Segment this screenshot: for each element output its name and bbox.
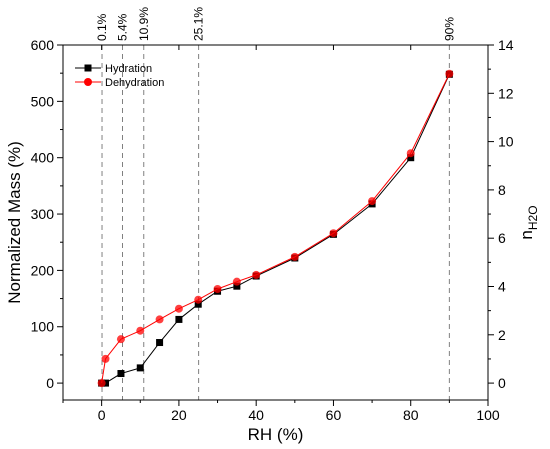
data-point <box>136 326 145 335</box>
y-tick-label: 300 <box>31 206 55 222</box>
data-point <box>175 315 183 323</box>
series-dehydration <box>97 69 454 388</box>
y2-tick-label: 10 <box>498 134 514 150</box>
legend-marker <box>84 64 92 72</box>
legend-marker <box>84 78 92 86</box>
y-axis-right: 0 2 4 6 8 10 12 14 <box>488 37 514 391</box>
plot-frame <box>62 44 489 401</box>
legend: Hydration Dehydration <box>75 63 164 89</box>
data-point <box>213 284 222 293</box>
y2-tick-label: 6 <box>498 230 506 246</box>
reference-line-label: 90% <box>442 17 456 41</box>
y2-axis-title-sub: H2O <box>526 205 540 230</box>
x-tick-label: 40 <box>248 407 264 423</box>
legend-label: Hydration <box>105 63 152 75</box>
x-tick-label: 80 <box>403 407 419 423</box>
y2-tick-label: 14 <box>498 37 514 53</box>
reference-line-label: 0.1% <box>95 13 109 41</box>
data-point <box>290 252 299 261</box>
data-point <box>252 270 261 279</box>
x-tick-label: 100 <box>476 407 500 423</box>
y-tick-label: 0 <box>46 375 54 391</box>
reference-lines: 0.1% 5.4% 10.9% 25.1% 90% <box>95 7 456 400</box>
data-point <box>445 69 454 78</box>
y2-axis-title-main: n <box>517 230 536 239</box>
y-axis-left: 0 100 200 300 400 500 600 <box>31 37 63 391</box>
x-axis-title: RH (%) <box>248 425 304 444</box>
data-point <box>233 282 241 290</box>
y2-tick-label: 12 <box>498 85 514 101</box>
x-tick-label: 0 <box>98 407 106 423</box>
series-line <box>101 74 450 384</box>
legend-item: Hydration <box>75 63 152 75</box>
y2-tick-label: 8 <box>498 182 506 198</box>
reference-line-label: 10.9% <box>137 7 151 41</box>
data-point <box>117 370 125 378</box>
data-point <box>406 149 415 158</box>
data-point <box>101 354 110 363</box>
x-axis: 0 20 40 60 80 100 <box>62 45 500 423</box>
y2-tick-label: 2 <box>498 327 506 343</box>
y2-axis-title: nH2O <box>517 205 540 239</box>
y-tick-label: 100 <box>31 319 55 335</box>
data-point <box>156 339 164 347</box>
y-tick-label: 500 <box>31 93 55 109</box>
y2-tick-label: 4 <box>498 278 506 294</box>
data-point <box>155 315 164 324</box>
data-point <box>97 379 106 388</box>
data-point <box>232 277 241 286</box>
y-axis-title: Normalized Mass (%) <box>5 141 24 303</box>
reference-line-label: 5.4% <box>116 13 130 41</box>
series-hydration <box>98 70 453 387</box>
y2-tick-label: 0 <box>498 375 506 391</box>
y-tick-label: 600 <box>31 37 55 53</box>
y-tick-label: 200 <box>31 262 55 278</box>
x-tick-label: 20 <box>171 407 187 423</box>
x-tick-label: 60 <box>326 407 342 423</box>
data-point <box>368 197 377 206</box>
data-point <box>407 154 415 162</box>
reference-line-label: 25.1% <box>192 7 206 41</box>
data-point <box>116 335 125 344</box>
data-point <box>136 364 144 372</box>
data-point <box>174 304 183 313</box>
series-layer <box>97 69 454 388</box>
legend-item: Dehydration <box>75 77 164 89</box>
data-point <box>194 300 202 308</box>
data-point <box>329 229 338 238</box>
legend-label: Dehydration <box>105 77 164 89</box>
data-point <box>194 295 203 304</box>
series-line <box>101 73 450 384</box>
y-tick-label: 400 <box>31 150 55 166</box>
